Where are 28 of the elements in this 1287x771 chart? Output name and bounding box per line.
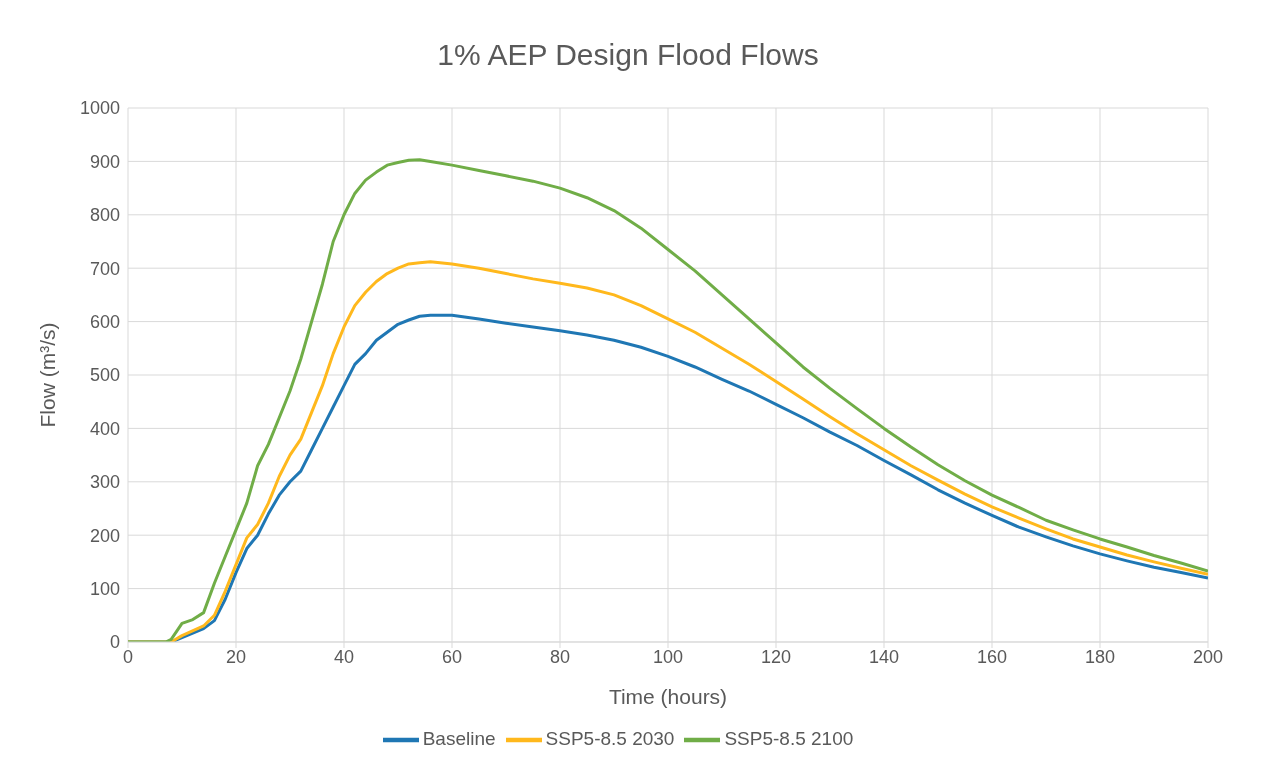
chart-title: 1% AEP Design Flood Flows [436, 37, 820, 73]
legend-label: Baseline [422, 728, 496, 750]
x-tick-label: 180 [1084, 646, 1116, 667]
y-tick-label: 600 [89, 311, 120, 332]
legend-label: SSP5-8.5 2100 [724, 728, 854, 750]
y-tick-label: 300 [89, 472, 120, 493]
x-tick-label: 80 [549, 646, 571, 667]
y-tick-label: 700 [89, 258, 120, 279]
y-tick-label: 1000 [79, 98, 120, 119]
x-tick-label: 140 [868, 646, 900, 667]
y-tick-label: 400 [89, 418, 120, 439]
y-tick-label: 0 [109, 632, 120, 653]
x-tick-label: 160 [976, 646, 1008, 667]
x-tick-label: 100 [652, 646, 684, 667]
y-tick-label: 100 [89, 578, 120, 599]
y-tick-label: 500 [89, 365, 120, 386]
x-axis-title: Time (hours) [608, 685, 728, 708]
x-tick-label: 0 [122, 646, 134, 667]
y-tick-label: 800 [89, 205, 120, 226]
x-tick-label: 120 [760, 646, 792, 667]
x-tick-label: 40 [333, 646, 355, 667]
x-tick-label: 60 [441, 646, 463, 667]
y-tick-label: 900 [89, 151, 120, 172]
x-tick-label: 200 [1192, 646, 1224, 667]
y-tick-label: 200 [89, 525, 120, 546]
y-axis-title: Flow (m³/s) [36, 322, 60, 428]
legend-label: SSP5-8.5 2030 [545, 728, 675, 750]
x-tick-label: 20 [225, 646, 247, 667]
